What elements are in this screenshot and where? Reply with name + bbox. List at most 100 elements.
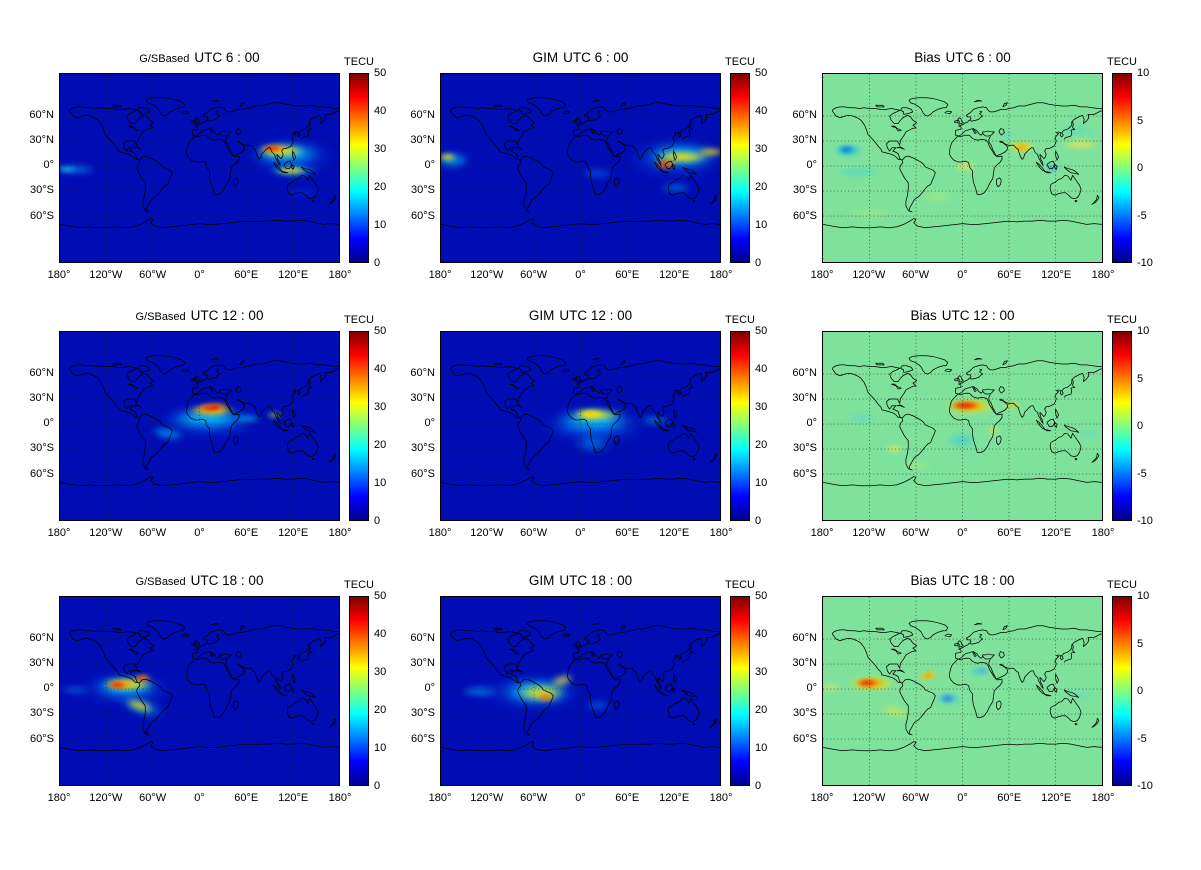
heat-blob xyxy=(963,664,995,679)
coastlines xyxy=(441,98,720,228)
panel-title-time: UTC 12 : 00 xyxy=(190,308,264,323)
colorbar-tick-label: 40 xyxy=(755,105,768,117)
heat-blob xyxy=(491,678,582,706)
x-axis-tick-label: 60°W xyxy=(139,269,167,281)
heat-blob xyxy=(472,674,598,712)
heat-blob xyxy=(178,403,245,419)
x-axis-tick-label: 180° xyxy=(810,792,834,804)
x-axis-tick-label: 120°W xyxy=(89,269,123,281)
coastlines xyxy=(823,621,1102,751)
x-axis-tick-label: 180° xyxy=(428,269,452,281)
x-axis-tick-label: 120°E xyxy=(278,527,309,539)
x-axis-tick-label: 60°W xyxy=(902,269,930,281)
map-overlay-svg xyxy=(60,74,339,262)
heat-blob xyxy=(577,696,617,714)
graticule-gridlines xyxy=(823,597,1102,785)
heat-blob xyxy=(643,148,719,166)
y-axis-tick-label: 0° xyxy=(424,159,435,172)
x-axis-tick-label: 120°W xyxy=(852,527,886,539)
x-axis-tick-label: 180° xyxy=(47,269,71,281)
y-axis-tick-label: 60°S xyxy=(411,467,435,480)
x-axis-tick-label: 60°W xyxy=(902,792,930,804)
panel-title-model: Bias xyxy=(910,308,937,323)
colorbar-unit-label: TECU xyxy=(1107,579,1137,591)
x-axis-tick-label: 180° xyxy=(328,792,352,804)
y-axis-tick-label: 60°N xyxy=(410,366,435,379)
y-axis-tick-label: 60°N xyxy=(792,366,817,379)
heat-blob xyxy=(142,404,275,438)
heat-blob xyxy=(60,162,106,178)
x-axis-tick-label: 60°W xyxy=(139,792,167,804)
y-axis-tick-label: 60°S xyxy=(30,209,54,222)
map-area xyxy=(59,596,340,786)
colorbar-tick-label: -10 xyxy=(1137,780,1153,792)
heat-blob xyxy=(568,431,619,456)
panel-title-time: UTC 18 : 00 xyxy=(941,573,1015,588)
y-axis-tick-label: 30°S xyxy=(793,707,817,720)
colorbar-tick-label: 20 xyxy=(374,181,387,193)
heat-blob xyxy=(838,206,901,221)
heat-blob xyxy=(117,691,162,719)
colorbar-tick-label: 0 xyxy=(755,780,762,792)
colorbar-unit-label: TECU xyxy=(344,579,374,591)
heat-blob xyxy=(976,666,991,674)
colorbar-tick-label: 40 xyxy=(374,363,387,375)
heat-blob xyxy=(938,694,956,703)
y-axis-tick-label: 30°N xyxy=(792,656,817,669)
heat-blob xyxy=(893,458,941,473)
coastlines xyxy=(60,356,339,486)
heat-blob xyxy=(104,681,130,689)
heat-blob xyxy=(143,420,193,447)
panel-title: GIM UTC 18 : 00 xyxy=(440,573,721,588)
heat-blob xyxy=(853,679,882,688)
y-axis-tick-label: 30°S xyxy=(411,442,435,455)
colorbar-tick-label: 30 xyxy=(755,401,768,413)
map-area xyxy=(440,596,721,786)
heat-blob xyxy=(108,686,175,727)
colorbar-unit-label: TECU xyxy=(1107,314,1137,326)
heat-blob xyxy=(612,138,720,179)
x-axis-tick-label: 120°E xyxy=(659,792,690,804)
y-axis-tick-label: 60°S xyxy=(793,732,817,745)
heat-blob xyxy=(543,666,581,694)
map-area xyxy=(440,73,721,263)
heat-blob xyxy=(934,398,1005,415)
colorbar-tick-label: 5 xyxy=(1137,372,1144,385)
x-axis-tick-label: 60°E xyxy=(615,792,640,804)
x-axis-tick-label: 0° xyxy=(957,792,968,804)
x-axis-tick-label: 180° xyxy=(428,792,452,804)
x-axis-tick-label: 0° xyxy=(194,269,205,281)
heat-blob xyxy=(209,405,221,410)
colorbar-tick-label: 30 xyxy=(374,143,387,155)
panel-title-time: UTC 6 : 00 xyxy=(563,50,629,65)
x-axis-tick-label: 180° xyxy=(709,527,733,539)
heat-blob xyxy=(535,691,558,702)
y-axis-tick-label: 60°S xyxy=(411,732,435,745)
panel-title: Bias UTC 6 : 00 xyxy=(822,50,1103,65)
colorbar-tick-label: 30 xyxy=(374,401,387,413)
colorbar-tick-label: 40 xyxy=(755,628,768,640)
x-axis-tick-label: 180° xyxy=(709,269,733,281)
y-axis-tick-label: 0° xyxy=(424,417,435,430)
colorbar-tick-label: 40 xyxy=(755,363,768,375)
x-axis-tick-label: 180° xyxy=(1091,269,1115,281)
heat-blob xyxy=(827,142,869,158)
heat-blob xyxy=(871,698,918,725)
panel-title: Bias UTC 12 : 00 xyxy=(822,308,1103,323)
x-axis-tick-label: 120°W xyxy=(852,269,886,281)
colorbar-tick-label: 5 xyxy=(1137,114,1144,127)
heat-blob xyxy=(650,157,682,170)
colorbar-tick-label: 30 xyxy=(755,666,768,678)
colorbar-tick-label: 20 xyxy=(755,439,768,451)
x-axis-tick-label: 0° xyxy=(575,269,586,281)
x-axis-tick-label: 60°E xyxy=(615,527,640,539)
graticule-gridlines xyxy=(823,74,1102,262)
heat-blob xyxy=(248,143,314,160)
x-axis-tick-label: 120°E xyxy=(278,269,309,281)
colorbar-unit-label: TECU xyxy=(344,56,374,68)
colorbar-tick-label: -5 xyxy=(1137,732,1147,745)
y-axis-tick-label: 0° xyxy=(43,682,54,695)
y-axis-tick-label: 60°N xyxy=(29,631,54,644)
